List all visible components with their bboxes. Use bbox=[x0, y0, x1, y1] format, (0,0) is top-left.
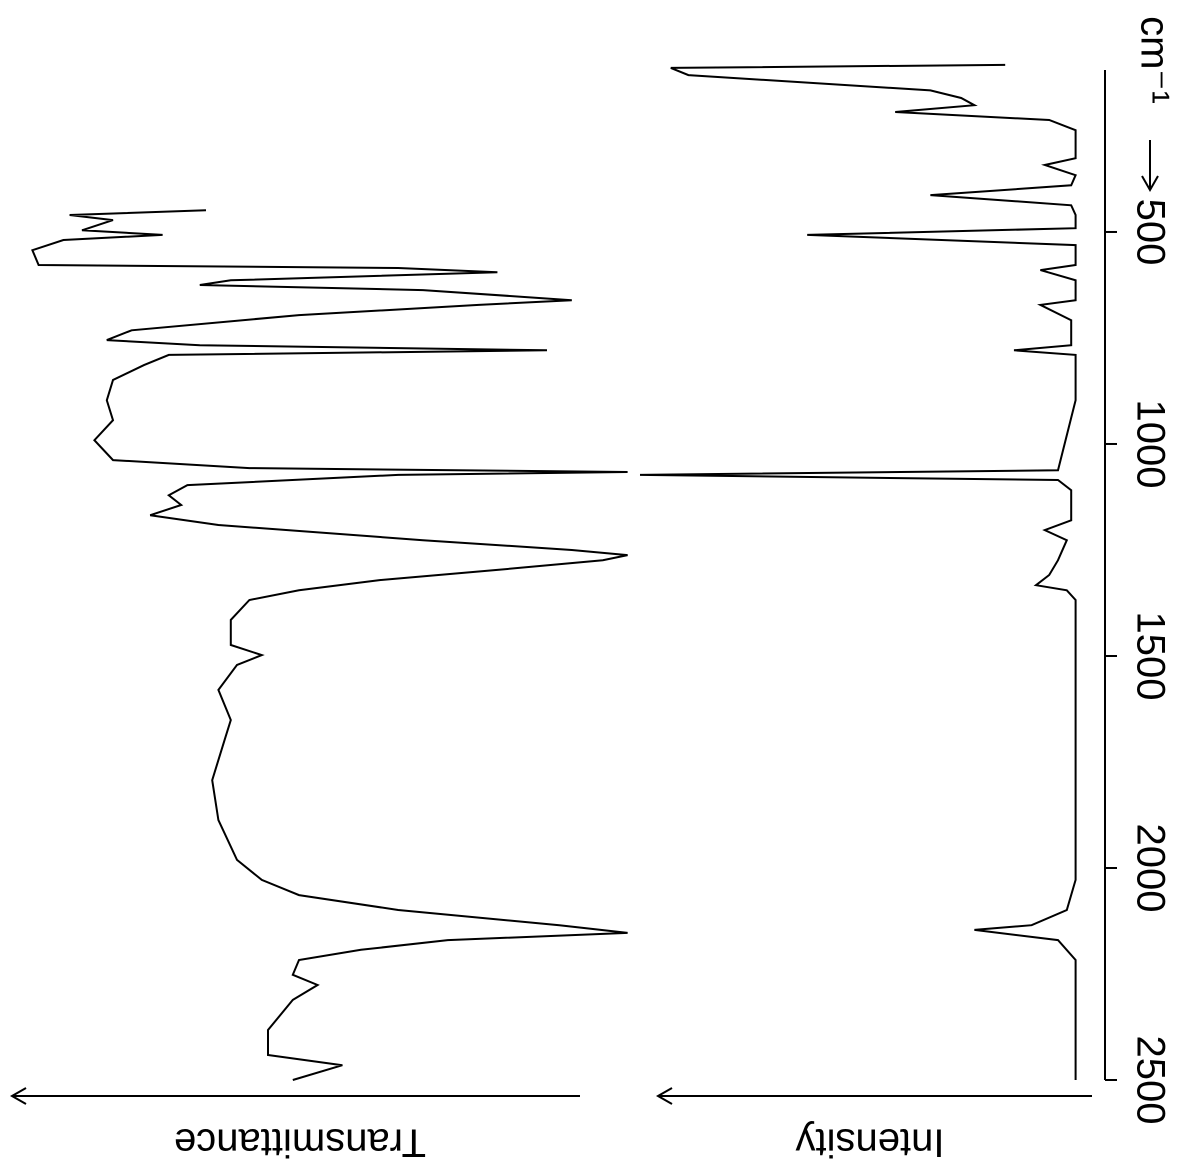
arrow-head bbox=[1141, 175, 1159, 193]
x-tick-label: 2000 bbox=[1128, 824, 1172, 913]
arrow-head bbox=[655, 1087, 673, 1105]
arrow-head bbox=[9, 1087, 27, 1105]
x-tick-label: 2500 bbox=[1128, 1036, 1172, 1125]
spectrum-line bbox=[639, 63, 1077, 1080]
x-tick-label: 1000 bbox=[1128, 399, 1172, 488]
y-axis-label: Transmittance bbox=[174, 1120, 426, 1164]
x-tick-label: 500 bbox=[1128, 199, 1172, 266]
y-axis-label: Intensity bbox=[796, 1120, 945, 1164]
spectrum-line bbox=[31, 209, 628, 1081]
arrows bbox=[9, 140, 1159, 1105]
x-tick-label: 1500 bbox=[1128, 611, 1172, 700]
x-axis-label: cm⁻¹ bbox=[1132, 16, 1176, 104]
